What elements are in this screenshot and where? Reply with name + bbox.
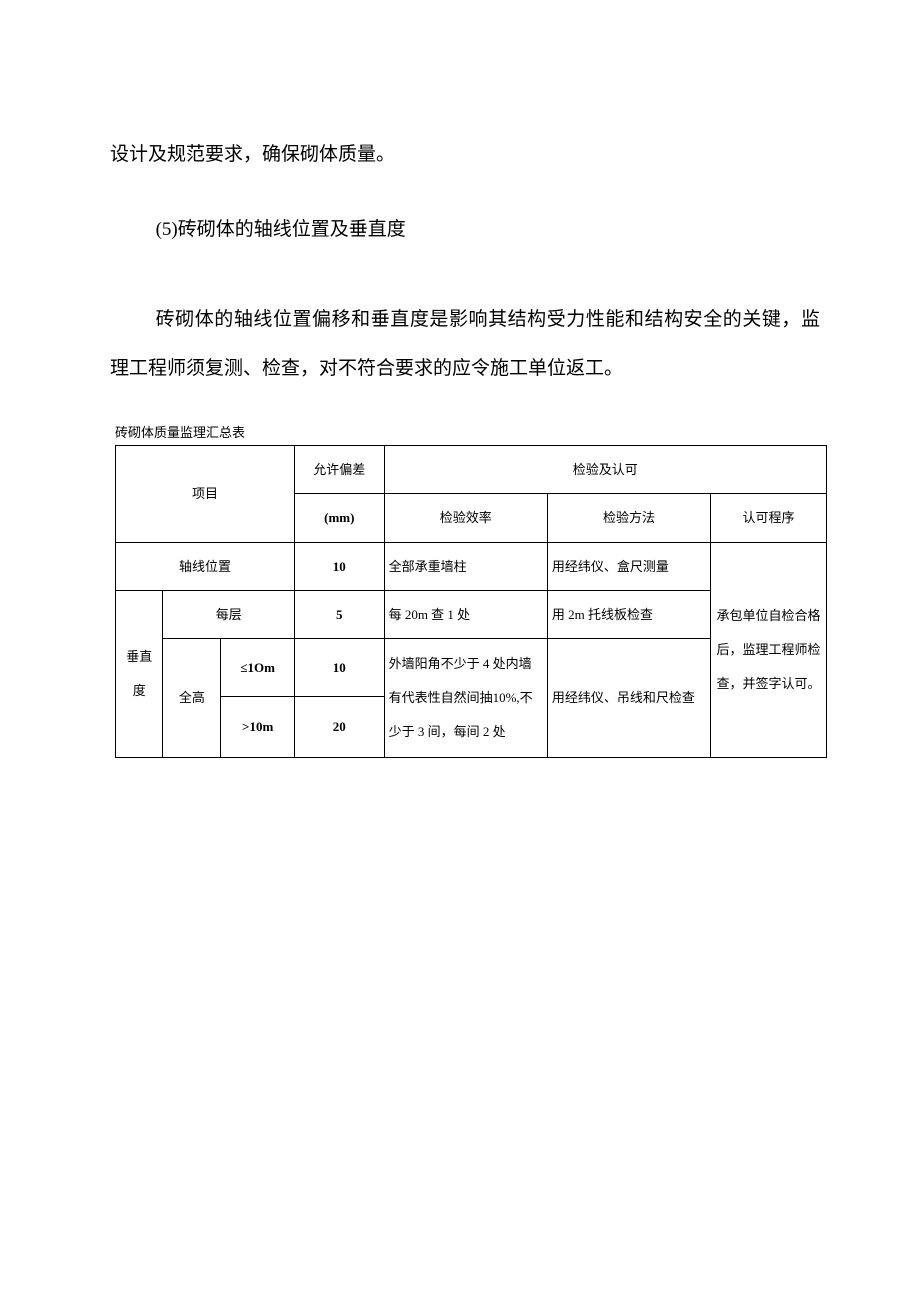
header-inspect-rate: 检验效率 (384, 494, 547, 542)
header-approve: 认可程序 (711, 494, 827, 542)
cell-floor-label: 每层 (163, 590, 295, 638)
cell-gt10m-deviation: 20 (295, 697, 385, 758)
cell-gt10m-label: >10m (221, 697, 295, 758)
cell-vertical-label: 垂直度 (116, 590, 163, 757)
header-inspect: 检验及认可 (384, 445, 826, 493)
header-project: 项目 (116, 445, 295, 542)
cell-floor-rate: 每 20m 查 1 处 (384, 590, 547, 638)
table-row-axis: 轴线位置 10 全部承重墙柱 用经纬仪、盒尺测量 承包单位自检合格后，监理工程师… (116, 542, 827, 590)
cell-approve: 承包单位自检合格后，监理工程师检查，并签字认可。 (711, 542, 827, 757)
header-deviation-label: 允许偏差 (313, 462, 365, 477)
cell-le10m-deviation: 10 (295, 639, 385, 697)
paragraph-2: 砖砌体的轴线位置偏移和垂直度是影响其结构受力性能和结构安全的关键，监理工程师须复… (110, 295, 820, 394)
cell-axis-rate: 全部承重墙柱 (384, 542, 547, 590)
table-header-row-1: 项目 允许偏差 检验及认可 (116, 445, 827, 493)
section-heading-5: (5)砖砌体的轴线位置及垂直度 (110, 207, 820, 253)
cell-floor-deviation: 5 (295, 590, 385, 638)
header-deviation: 允许偏差 (295, 445, 385, 493)
table-caption: 砖砌体质量监理汇总表 (115, 422, 820, 441)
cell-le10m-label: ≤1Om (221, 639, 295, 697)
header-inspect-method: 检验方法 (547, 494, 710, 542)
cell-axis-method: 用经纬仪、盒尺测量 (547, 542, 710, 590)
quality-table: 项目 允许偏差 检验及认可 (mm) 检验效率 检验方法 认可程序 轴线位置 1… (115, 445, 827, 758)
cell-axis-label: 轴线位置 (116, 542, 295, 590)
cell-axis-deviation: 10 (295, 542, 385, 590)
header-deviation-unit: (mm) (295, 494, 385, 542)
cell-floor-method: 用 2m 托线板检查 (547, 590, 710, 638)
cell-full-label: 全高 (163, 639, 221, 757)
cell-full-method: 用经纬仪、吊线和尺检查 (547, 639, 710, 757)
cell-full-rate: 外墙阳角不少于 4 处内墙有代表性自然间抽10%,不少于 3 间，每间 2 处 (384, 639, 547, 757)
paragraph-1: 设计及规范要求，确保砌体质量。 (110, 130, 820, 179)
